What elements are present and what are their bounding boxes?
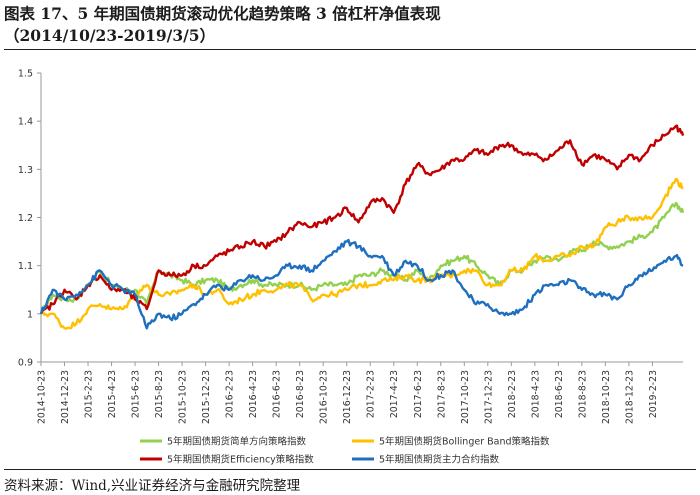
x-tick-label: 2014-10-23 bbox=[37, 370, 48, 424]
y-tick-label: 1.1 bbox=[18, 261, 33, 272]
x-tick-label: 2015-10-23 bbox=[178, 370, 189, 424]
x-tick-label: 2018-2-23 bbox=[507, 370, 518, 418]
x-tick-label: 2017-2-23 bbox=[366, 370, 377, 418]
line-chart: 0.9 1 1.1 1.2 1.3 1.4 1.5 2014-10-23 2014-12-23 2… bbox=[18, 69, 685, 466]
y-tick-label: 1 bbox=[27, 309, 33, 320]
x-tick-label: 2014-12-23 bbox=[60, 370, 71, 424]
chart-legend: 5年期国债期货简单方向策略指数 5年期国债期货Bollinger Band策略指数… bbox=[140, 436, 550, 466]
series-line-1 bbox=[40, 177, 684, 330]
y-tick-label: 1.2 bbox=[18, 213, 33, 224]
x-tick-label: 2017-6-23 bbox=[413, 370, 424, 418]
legend-label: 5年期国债期货Efficiency策略指数 bbox=[167, 454, 314, 466]
x-tick-label: 2017-12-23 bbox=[483, 370, 494, 424]
x-tick-label: 2017-4-23 bbox=[389, 370, 400, 418]
legend-label: 5年期国债期货简单方向策略指数 bbox=[167, 436, 307, 448]
legend-label: 5年期国债期货Bollinger Band策略指数 bbox=[379, 436, 550, 448]
legend-label: 5年期国债期货主力合约指数 bbox=[379, 454, 500, 466]
x-tick-label: 2015-2-23 bbox=[84, 370, 95, 418]
x-tick-label: 2015-6-23 bbox=[131, 370, 142, 418]
x-tick-label: 2017-10-23 bbox=[460, 370, 471, 424]
series-line-3 bbox=[39, 238, 684, 330]
y-tick-label: 1.3 bbox=[18, 165, 33, 176]
series-line-2 bbox=[39, 124, 685, 315]
y-tick-label: 1.4 bbox=[18, 117, 33, 128]
y-tick-label: 1.5 bbox=[18, 69, 33, 80]
x-tick-label: 2016-4-23 bbox=[248, 370, 259, 418]
top-rule bbox=[4, 49, 696, 50]
source-note: 资料来源：Wind,兴业证券经济与金融研究院整理 bbox=[4, 478, 301, 494]
x-tick-label: 2018-6-23 bbox=[554, 370, 565, 418]
x-tick-label: 2019-2-23 bbox=[648, 370, 659, 418]
chart-title-line2: （2014/10/23-2019/3/5） bbox=[4, 26, 216, 45]
x-tick-label: 2018-12-23 bbox=[624, 370, 635, 424]
chart-title: 图表 17、5 年期国债期货滚动优化趋势策略 3 倍杠杆净值表现 （2014/1… bbox=[4, 3, 441, 47]
x-tick-label: 2016-8-23 bbox=[295, 370, 306, 418]
y-tick-label: 0.9 bbox=[18, 358, 33, 369]
x-tick-label: 2018-4-23 bbox=[530, 370, 541, 418]
x-tick-label: 2015-12-23 bbox=[201, 370, 212, 424]
x-tick-label: 2018-8-23 bbox=[577, 370, 588, 418]
x-tick-label: 2015-8-23 bbox=[154, 370, 165, 418]
x-tick-label: 2016-2-23 bbox=[225, 370, 236, 418]
x-tick-label: 2016-12-23 bbox=[342, 370, 353, 424]
x-tick-label: 2015-4-23 bbox=[107, 370, 118, 418]
chart-series-lines bbox=[39, 124, 685, 330]
x-tick-label: 2018-10-23 bbox=[601, 370, 612, 424]
x-tick-label: 2016-10-23 bbox=[319, 370, 330, 424]
chart-title-line1: 图表 17、5 年期国债期货滚动优化趋势策略 3 倍杠杆净值表现 bbox=[4, 4, 441, 23]
bottom-rule bbox=[4, 469, 696, 470]
x-tick-label: 2016-6-23 bbox=[272, 370, 283, 418]
series-line-0 bbox=[39, 201, 685, 315]
chart-axes: 0.9 1 1.1 1.2 1.3 1.4 1.5 2014-10-23 2014-12-23 2… bbox=[18, 69, 683, 424]
x-tick-label: 2017-8-23 bbox=[436, 370, 447, 418]
